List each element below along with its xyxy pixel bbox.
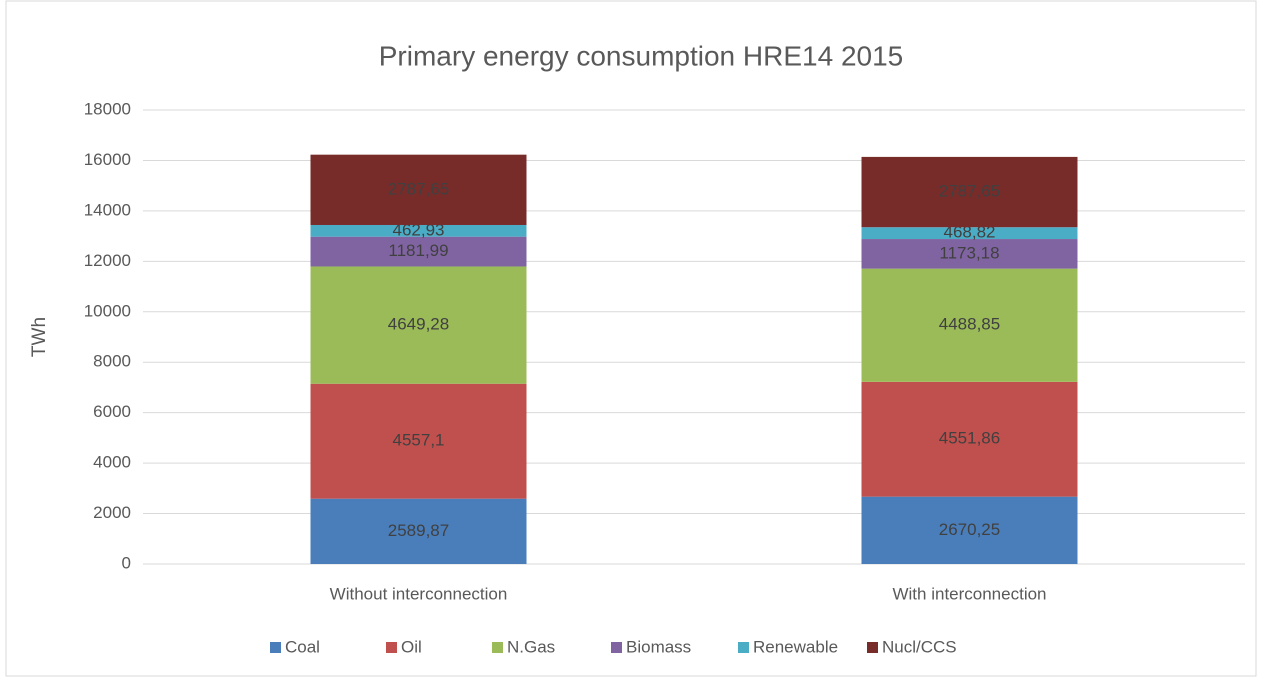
chart-title: Primary energy consumption HRE14 2015: [379, 40, 903, 71]
legend-label: Renewable: [753, 637, 838, 656]
legend-swatch: [386, 642, 397, 653]
data-label: 1173,18: [939, 243, 999, 262]
y-tick-label: 4000: [93, 453, 131, 472]
y-tick-label: 12000: [84, 251, 131, 270]
y-axis-label: TWh: [29, 317, 50, 357]
bar-segment: [310, 266, 527, 384]
bar-segment: [310, 154, 527, 225]
legend-swatch: [270, 642, 281, 653]
data-label: 4557,1: [393, 431, 445, 450]
data-label: 2787,65: [388, 179, 449, 198]
data-label: 4649,28: [388, 315, 449, 334]
legend-label: Oil: [401, 637, 422, 656]
x-tick-label: Without interconnection: [330, 584, 508, 603]
data-label: 1181,99: [388, 241, 448, 260]
data-label: 4488,85: [939, 315, 1000, 334]
data-label: 2589,87: [388, 521, 449, 540]
y-tick-label: 8000: [93, 352, 131, 371]
x-tick-label: With interconnection: [892, 584, 1046, 603]
bar-segment: [861, 227, 1078, 240]
legend-label: Coal: [285, 637, 320, 656]
legend-swatch: [611, 642, 622, 653]
data-label: 2670,25: [939, 520, 1000, 539]
bar-segment: [310, 383, 527, 499]
bar-segment: [861, 239, 1078, 269]
y-tick-label: 2000: [93, 503, 131, 522]
y-tick-label: 18000: [84, 99, 131, 118]
legend-label: Biomass: [626, 637, 691, 656]
y-tick-label: 6000: [93, 402, 131, 421]
data-label: 468,82: [944, 223, 996, 242]
legend-label: N.Gas: [507, 637, 555, 656]
bar-segment: [861, 496, 1078, 564]
legend-swatch: [738, 642, 749, 653]
legend-swatch: [867, 642, 878, 653]
y-tick-label: 0: [122, 553, 131, 572]
bar-segment: [861, 381, 1078, 497]
legend-label: Nucl/CCS: [882, 637, 957, 656]
bar-segment: [861, 156, 1078, 228]
bar-segment: [310, 236, 527, 267]
data-label: 462,93: [393, 220, 445, 239]
data-label: 4551,86: [939, 429, 1000, 448]
bar-segment: [310, 224, 527, 237]
bar-segment: [310, 498, 527, 564]
y-tick-label: 16000: [84, 150, 131, 169]
y-tick-label: 14000: [84, 200, 131, 219]
legend-swatch: [492, 642, 503, 653]
bar-segment: [861, 268, 1078, 382]
data-label: 2787,65: [939, 182, 1000, 201]
y-tick-label: 10000: [84, 301, 131, 320]
